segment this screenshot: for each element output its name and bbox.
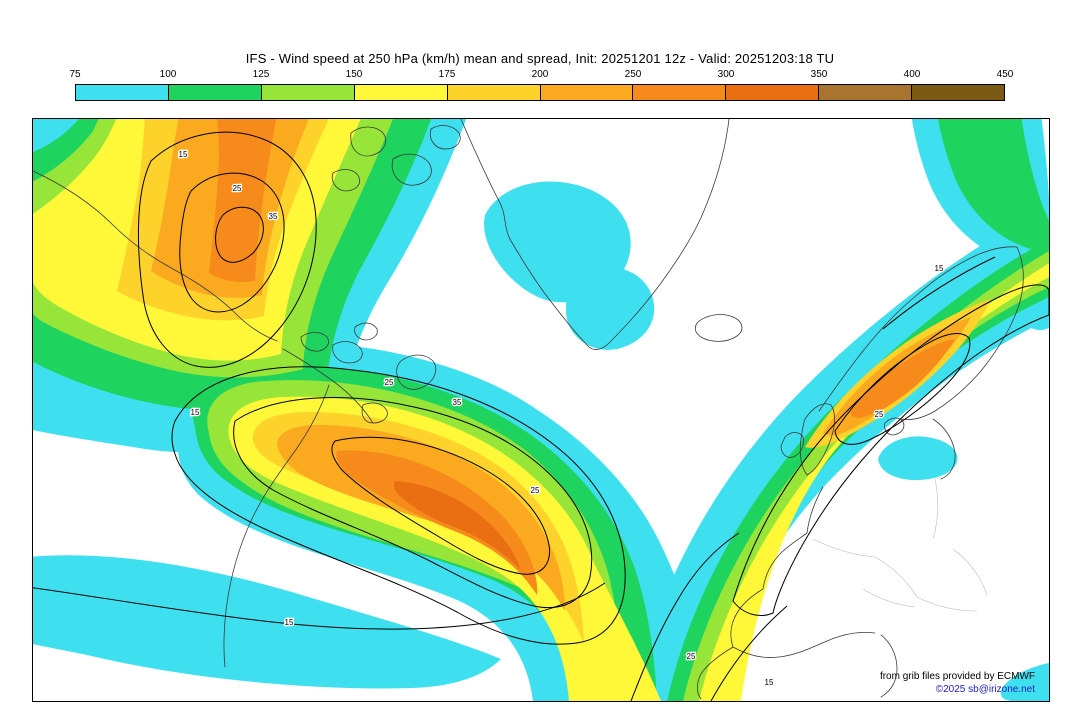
- contour-value-label: 15: [765, 678, 774, 687]
- colorbar-segment: [446, 85, 540, 100]
- contour-value-label: 35: [453, 398, 462, 407]
- contour-value-label: 35: [269, 212, 278, 221]
- colorbar-ticks: 75 100 125 150 175 200 250 300 350 400 450: [69, 69, 1013, 82]
- colorbar-tick-label: 175: [438, 69, 456, 80]
- spread-contours: [33, 131, 1049, 701]
- colorbar-segment: [725, 85, 819, 100]
- contour-value-label: 25: [385, 378, 394, 387]
- credits-source: from grib files provided by ECMWF: [879, 671, 1035, 682]
- colorbar-tick-label: 200: [531, 69, 549, 80]
- colorbar-segment: [353, 85, 447, 100]
- colorbar-segment: [911, 85, 1005, 100]
- colorbar-tick-label: 400: [903, 69, 921, 80]
- contour-value-label: 15: [179, 150, 188, 159]
- contour-value-label: 25: [531, 486, 540, 495]
- colorbar-tick-label: 350: [810, 69, 828, 80]
- colorbar-segment: [539, 85, 633, 100]
- colorbar-tick-label: 75: [69, 69, 81, 80]
- contour-value-label: 15: [935, 264, 944, 273]
- chart-title: IFS - Wind speed at 250 hPa (km/h) mean …: [245, 51, 835, 66]
- contour-value-label: 25: [875, 410, 884, 419]
- wind-speed-fill-layers: [33, 119, 1049, 701]
- contour-value-label: 25: [687, 652, 696, 661]
- map-credits: from grib files provided by ECMWF ©2025 …: [880, 670, 1035, 696]
- contour-value-label: 15: [285, 618, 294, 627]
- colorbar-tick-label: 450: [996, 69, 1014, 80]
- map-frame: 15 25 35 15 25 35 25 15 15 25 25 15 from grib files…: [32, 118, 1050, 702]
- colorbar-tick-label: 100: [159, 69, 177, 80]
- credits-copyright: ©2025 sb@irizone.net: [935, 684, 1035, 695]
- contour-value-label: 25: [233, 184, 242, 193]
- colorbar-segment: [818, 85, 912, 100]
- colorbar-bar: [75, 84, 1005, 101]
- colorbar-segment: [260, 85, 354, 100]
- colorbar-tick-label: 150: [345, 69, 363, 80]
- colorbar-segment: [167, 85, 261, 100]
- colorbar-tick-label: 125: [252, 69, 270, 80]
- contour-value-label: 15: [191, 408, 200, 417]
- colorbar-segment: [632, 85, 726, 100]
- coastlines: [33, 119, 1024, 700]
- map-svg: 15 25 35 15 25 35 25 15 15 25 25 15: [33, 119, 1049, 701]
- colorbar-tick-label: 250: [624, 69, 642, 80]
- colorbar-segment: [76, 85, 168, 100]
- colorbar-tick-label: 300: [717, 69, 735, 80]
